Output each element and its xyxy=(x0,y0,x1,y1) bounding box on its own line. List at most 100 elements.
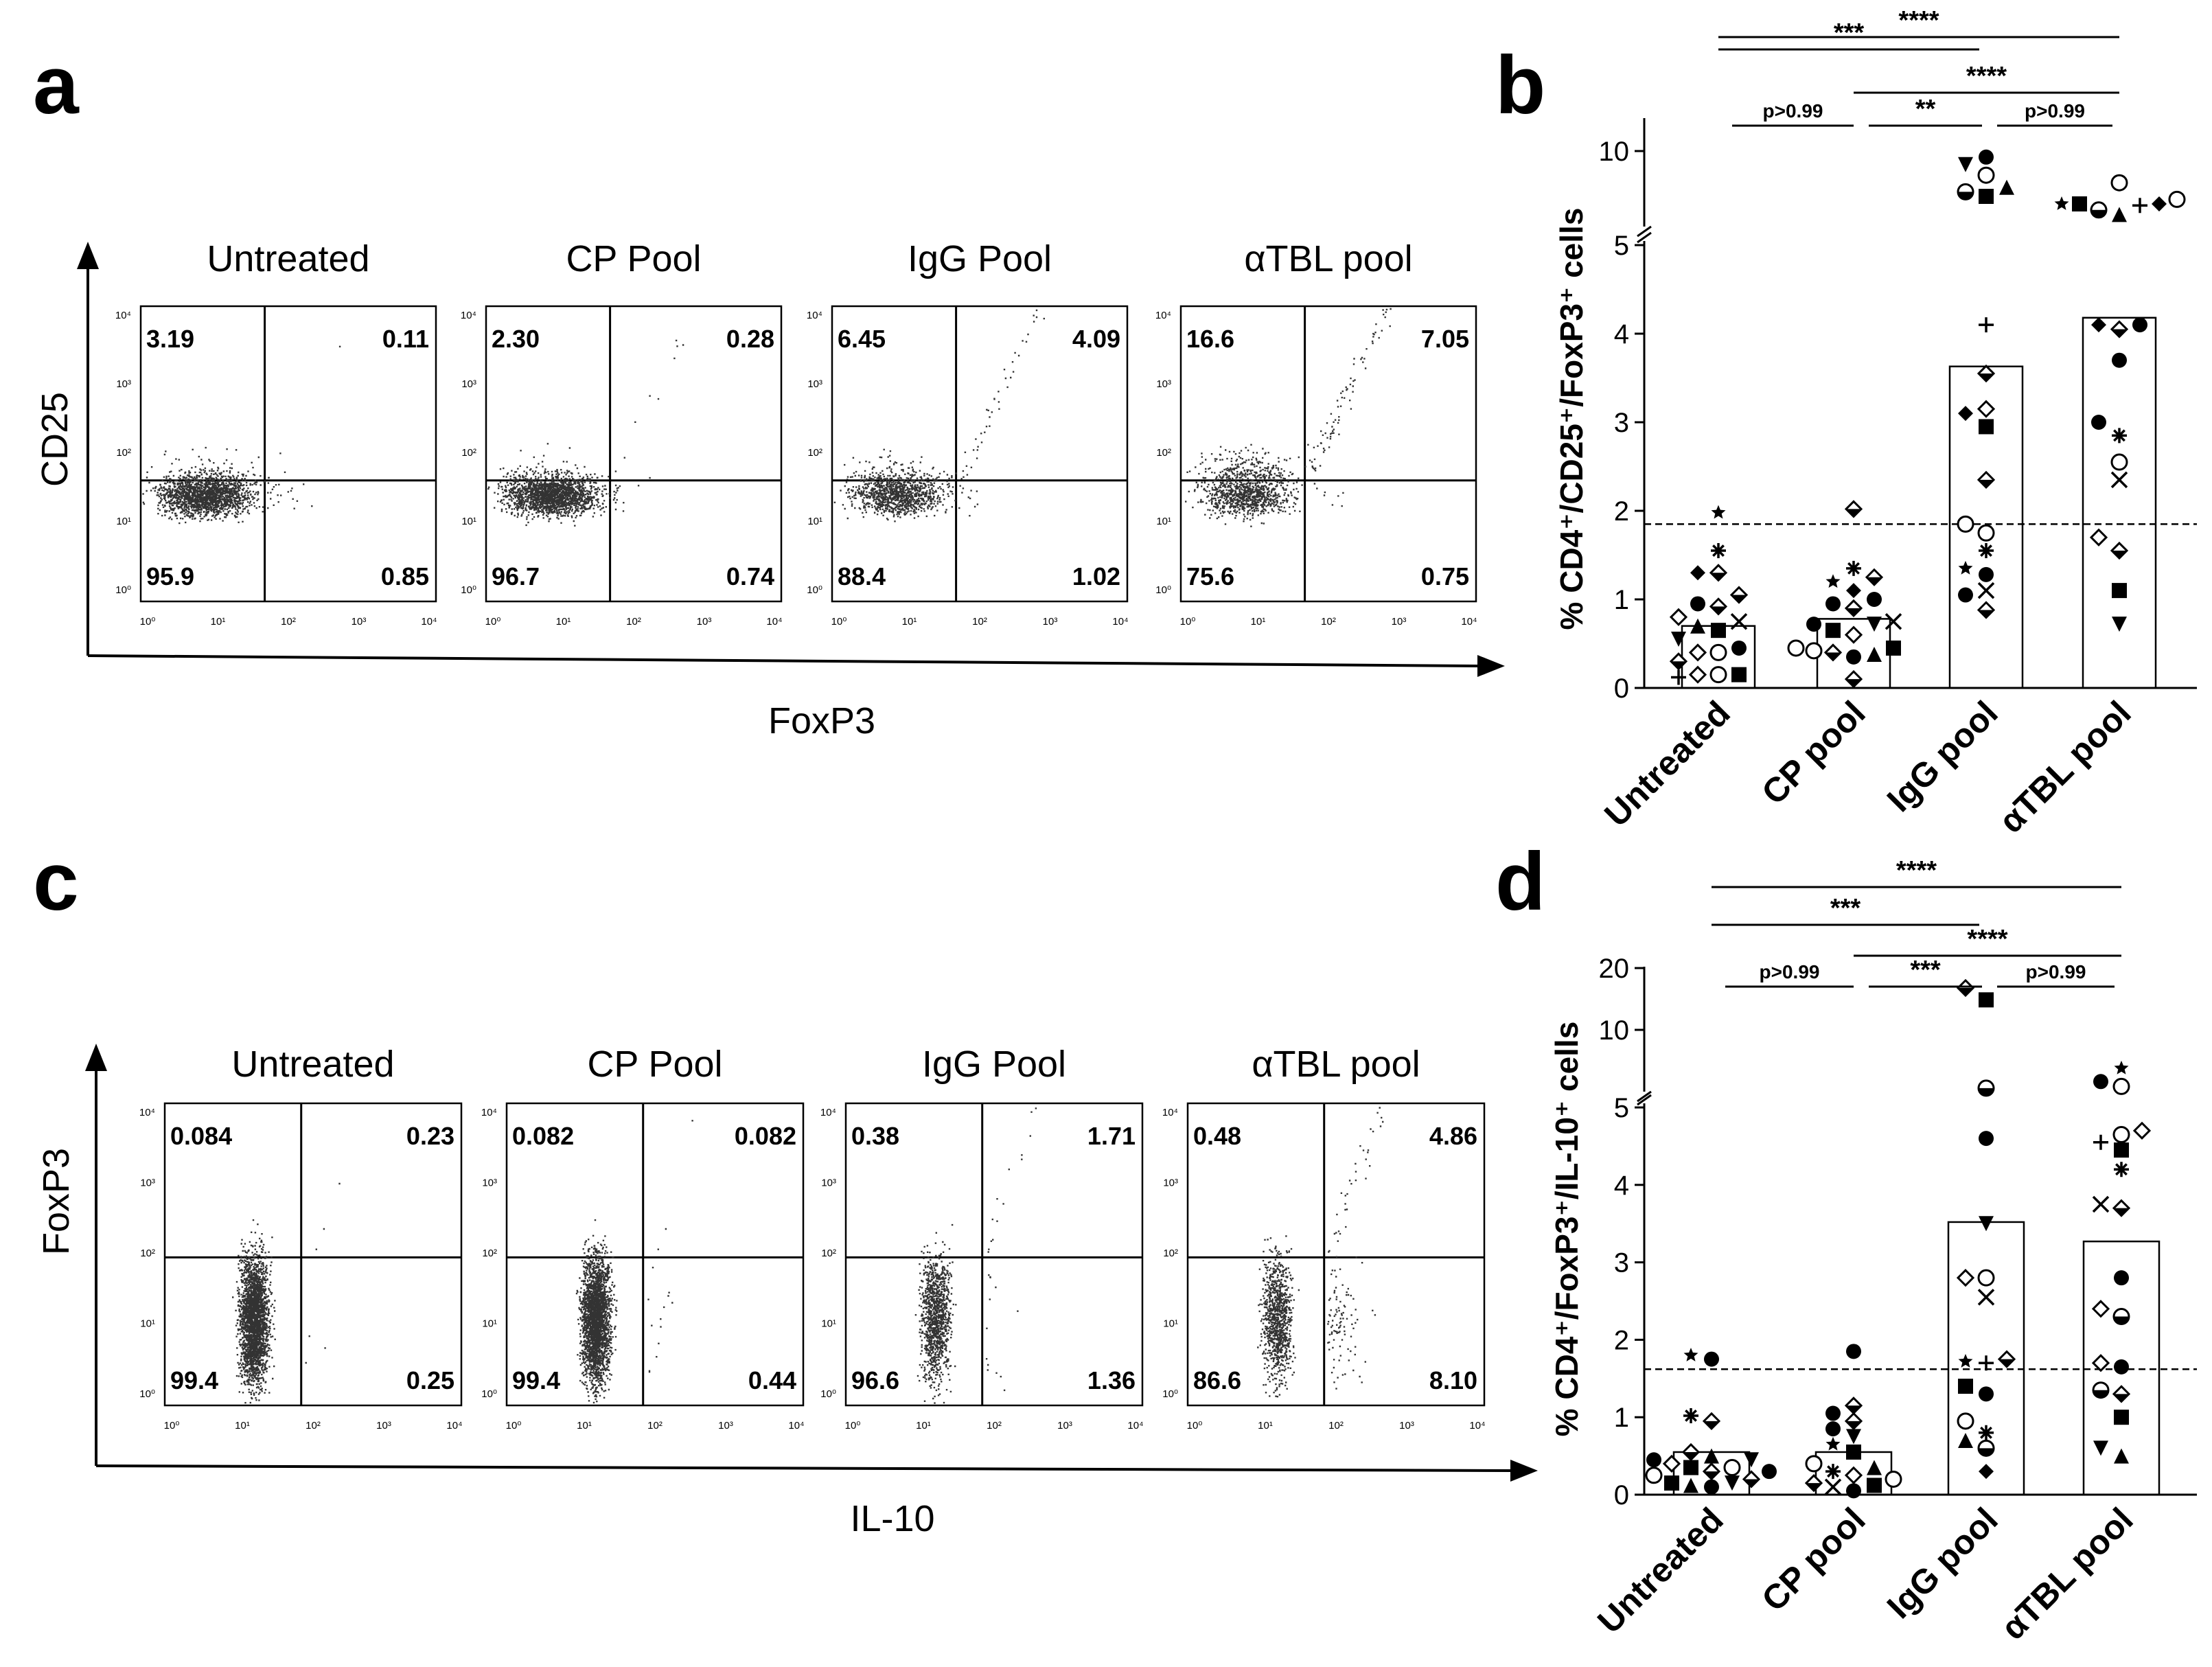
flow-plot-frame xyxy=(505,1102,805,1407)
data-point-filled-circle xyxy=(1825,1421,1841,1437)
event-dots xyxy=(487,339,684,527)
data-point-star xyxy=(1825,1436,1841,1451)
y-tick-label: 10² xyxy=(461,447,476,459)
axis-break-mark xyxy=(1637,1090,1652,1103)
data-point-open-diamond xyxy=(1977,400,1996,418)
data-point-half-diamond xyxy=(1956,978,1975,998)
half-diamond-fill xyxy=(1979,610,1994,618)
data-point-filled-circle xyxy=(1867,592,1882,607)
event-dots xyxy=(1185,308,1392,527)
y-tick-label: 10³ xyxy=(821,1177,836,1189)
data-point-open-diamond xyxy=(1844,1466,1863,1484)
data-point-triangle-down xyxy=(1744,1452,1759,1468)
y-tick-label: 2 xyxy=(1614,1325,1629,1355)
data-point-filled-square xyxy=(2072,196,2087,211)
data-point-half-circle xyxy=(1957,183,1974,200)
data-point-cross xyxy=(1977,582,1995,599)
data-point-open-circle xyxy=(1805,1455,1823,1473)
quadrant-upper-left: 2.30 xyxy=(492,325,540,353)
x-tick-label: 10² xyxy=(626,616,641,628)
data-point-star xyxy=(1958,560,1973,575)
data-point-filled-circle xyxy=(1979,149,1994,165)
data-point-asterisk xyxy=(1825,1464,1841,1480)
data-point-open-diamond xyxy=(2091,1300,2110,1318)
half-diamond-fill xyxy=(1731,595,1747,603)
data-point-filled-diamond xyxy=(2091,317,2106,333)
data-point-triangle-down xyxy=(1671,632,1686,647)
quadrant-upper-left: 0.082 xyxy=(512,1122,574,1150)
data-point-filled-diamond xyxy=(1958,406,1973,422)
y-tick-label: 4 xyxy=(1614,319,1629,349)
flow-plot-title: IgG Pool xyxy=(922,1044,1066,1085)
data-point-half-diamond xyxy=(1681,1442,1701,1462)
data-point-star xyxy=(2114,1060,2129,1074)
x-tick-label: 10² xyxy=(1328,1420,1344,1432)
x-tick-label: 10⁰ xyxy=(485,616,501,628)
y-tick-label: 10¹ xyxy=(1156,516,1171,527)
data-point-open-circle xyxy=(1709,643,1727,661)
data-point-filled-circle xyxy=(2132,317,2147,333)
data-point-triangle-down xyxy=(2112,617,2127,632)
y-tick-label: 10¹ xyxy=(482,1318,497,1330)
half-diamond-fill xyxy=(2114,1394,2129,1402)
data-point-open-diamond xyxy=(1844,625,1863,644)
flow-plot-frame xyxy=(1186,1102,1486,1407)
data-point-star xyxy=(1711,505,1726,519)
data-point-half-diamond xyxy=(1865,568,1884,586)
data-point-filled-circle xyxy=(1690,596,1705,612)
event-dots xyxy=(833,309,1045,522)
x-tick-label: 10³ xyxy=(376,1420,391,1432)
data-point-half-diamond xyxy=(1844,1412,1863,1430)
data-point-open-circle xyxy=(1977,166,1995,184)
quadrant-lower-right: 1.02 xyxy=(1072,562,1120,590)
data-point-plus xyxy=(1979,317,1994,333)
data-point-half-diamond xyxy=(1709,597,1728,616)
half-diamond-fill xyxy=(1806,1483,1821,1491)
event-dots xyxy=(142,345,341,525)
data-point-star xyxy=(2054,196,2069,210)
data-point-cross xyxy=(2110,471,2128,489)
x-tick-label: 10⁴ xyxy=(446,1420,462,1432)
half-diamond-fill xyxy=(1704,1471,1719,1480)
data-point-half-diamond xyxy=(1702,1462,1721,1481)
x-axis-label: IL-10 xyxy=(850,1498,934,1539)
significance-label: *** xyxy=(1830,894,1861,923)
flow-plot-1: Untreated 10⁰ 10⁰ 10¹ 10¹ 10² 10² 10³ 10³ 10⁴ 10⁴ 0… xyxy=(139,1044,463,1432)
x-axis-arrowhead xyxy=(1477,655,1505,677)
y-tick-label: 10⁰ xyxy=(481,1388,497,1400)
data-point-filled-square xyxy=(1979,992,1994,1008)
data-point-triangle-down xyxy=(1958,157,1973,172)
y-tick-label: 3 xyxy=(1614,408,1629,438)
quadrant-upper-left: 0.38 xyxy=(851,1122,899,1150)
y-tick-label: 10³ xyxy=(1156,378,1171,390)
data-point-half-diamond xyxy=(1742,1470,1761,1488)
x-tick-label: 10⁰ xyxy=(164,1420,180,1432)
x-tick-label: 10⁴ xyxy=(1112,616,1128,628)
y-tick-label: 3 xyxy=(1614,1248,1629,1278)
data-point-asterisk xyxy=(1711,543,1726,559)
y-tick-label: 0 xyxy=(1614,674,1629,704)
data-point-open-diamond xyxy=(1688,665,1707,684)
data-point-filled-circle xyxy=(1846,649,1861,665)
flow-panel-a: a CD25 FoxP3 Untreated 10⁰ 10⁰ 10¹ 10¹ 10² 10² 10³… xyxy=(33,39,1505,741)
half-circle-fill xyxy=(2091,209,2106,218)
data-point-half-diamond xyxy=(1844,669,1863,689)
half-circle-fill xyxy=(2093,1390,2108,1398)
axis-break-mark xyxy=(1637,1094,1652,1106)
y-tick-label: 10 xyxy=(1599,1015,1630,1046)
x-tick-label: 10⁴ xyxy=(1461,616,1477,628)
x-tick-label: 10¹ xyxy=(1258,1420,1273,1432)
flow-plot-title: αTBL pool xyxy=(1252,1044,1420,1085)
data-point-half-diamond xyxy=(2112,1385,2131,1403)
panel-letter: d xyxy=(1495,836,1545,928)
data-point-filled-circle xyxy=(1979,566,1994,582)
data-point-half-circle xyxy=(1977,1439,1995,1457)
data-point-plus xyxy=(1979,1355,1994,1371)
data-point-filled-circle xyxy=(1646,1452,1661,1468)
y-tick-label: 10² xyxy=(140,1248,155,1259)
y-tick-label: 10² xyxy=(1156,447,1171,459)
quadrant-upper-right: 4.86 xyxy=(1429,1122,1477,1150)
y-tick-label: 10² xyxy=(807,447,822,459)
data-point-triangle-down xyxy=(1846,1429,1861,1445)
data-point-triangle-up xyxy=(2114,1448,2129,1464)
